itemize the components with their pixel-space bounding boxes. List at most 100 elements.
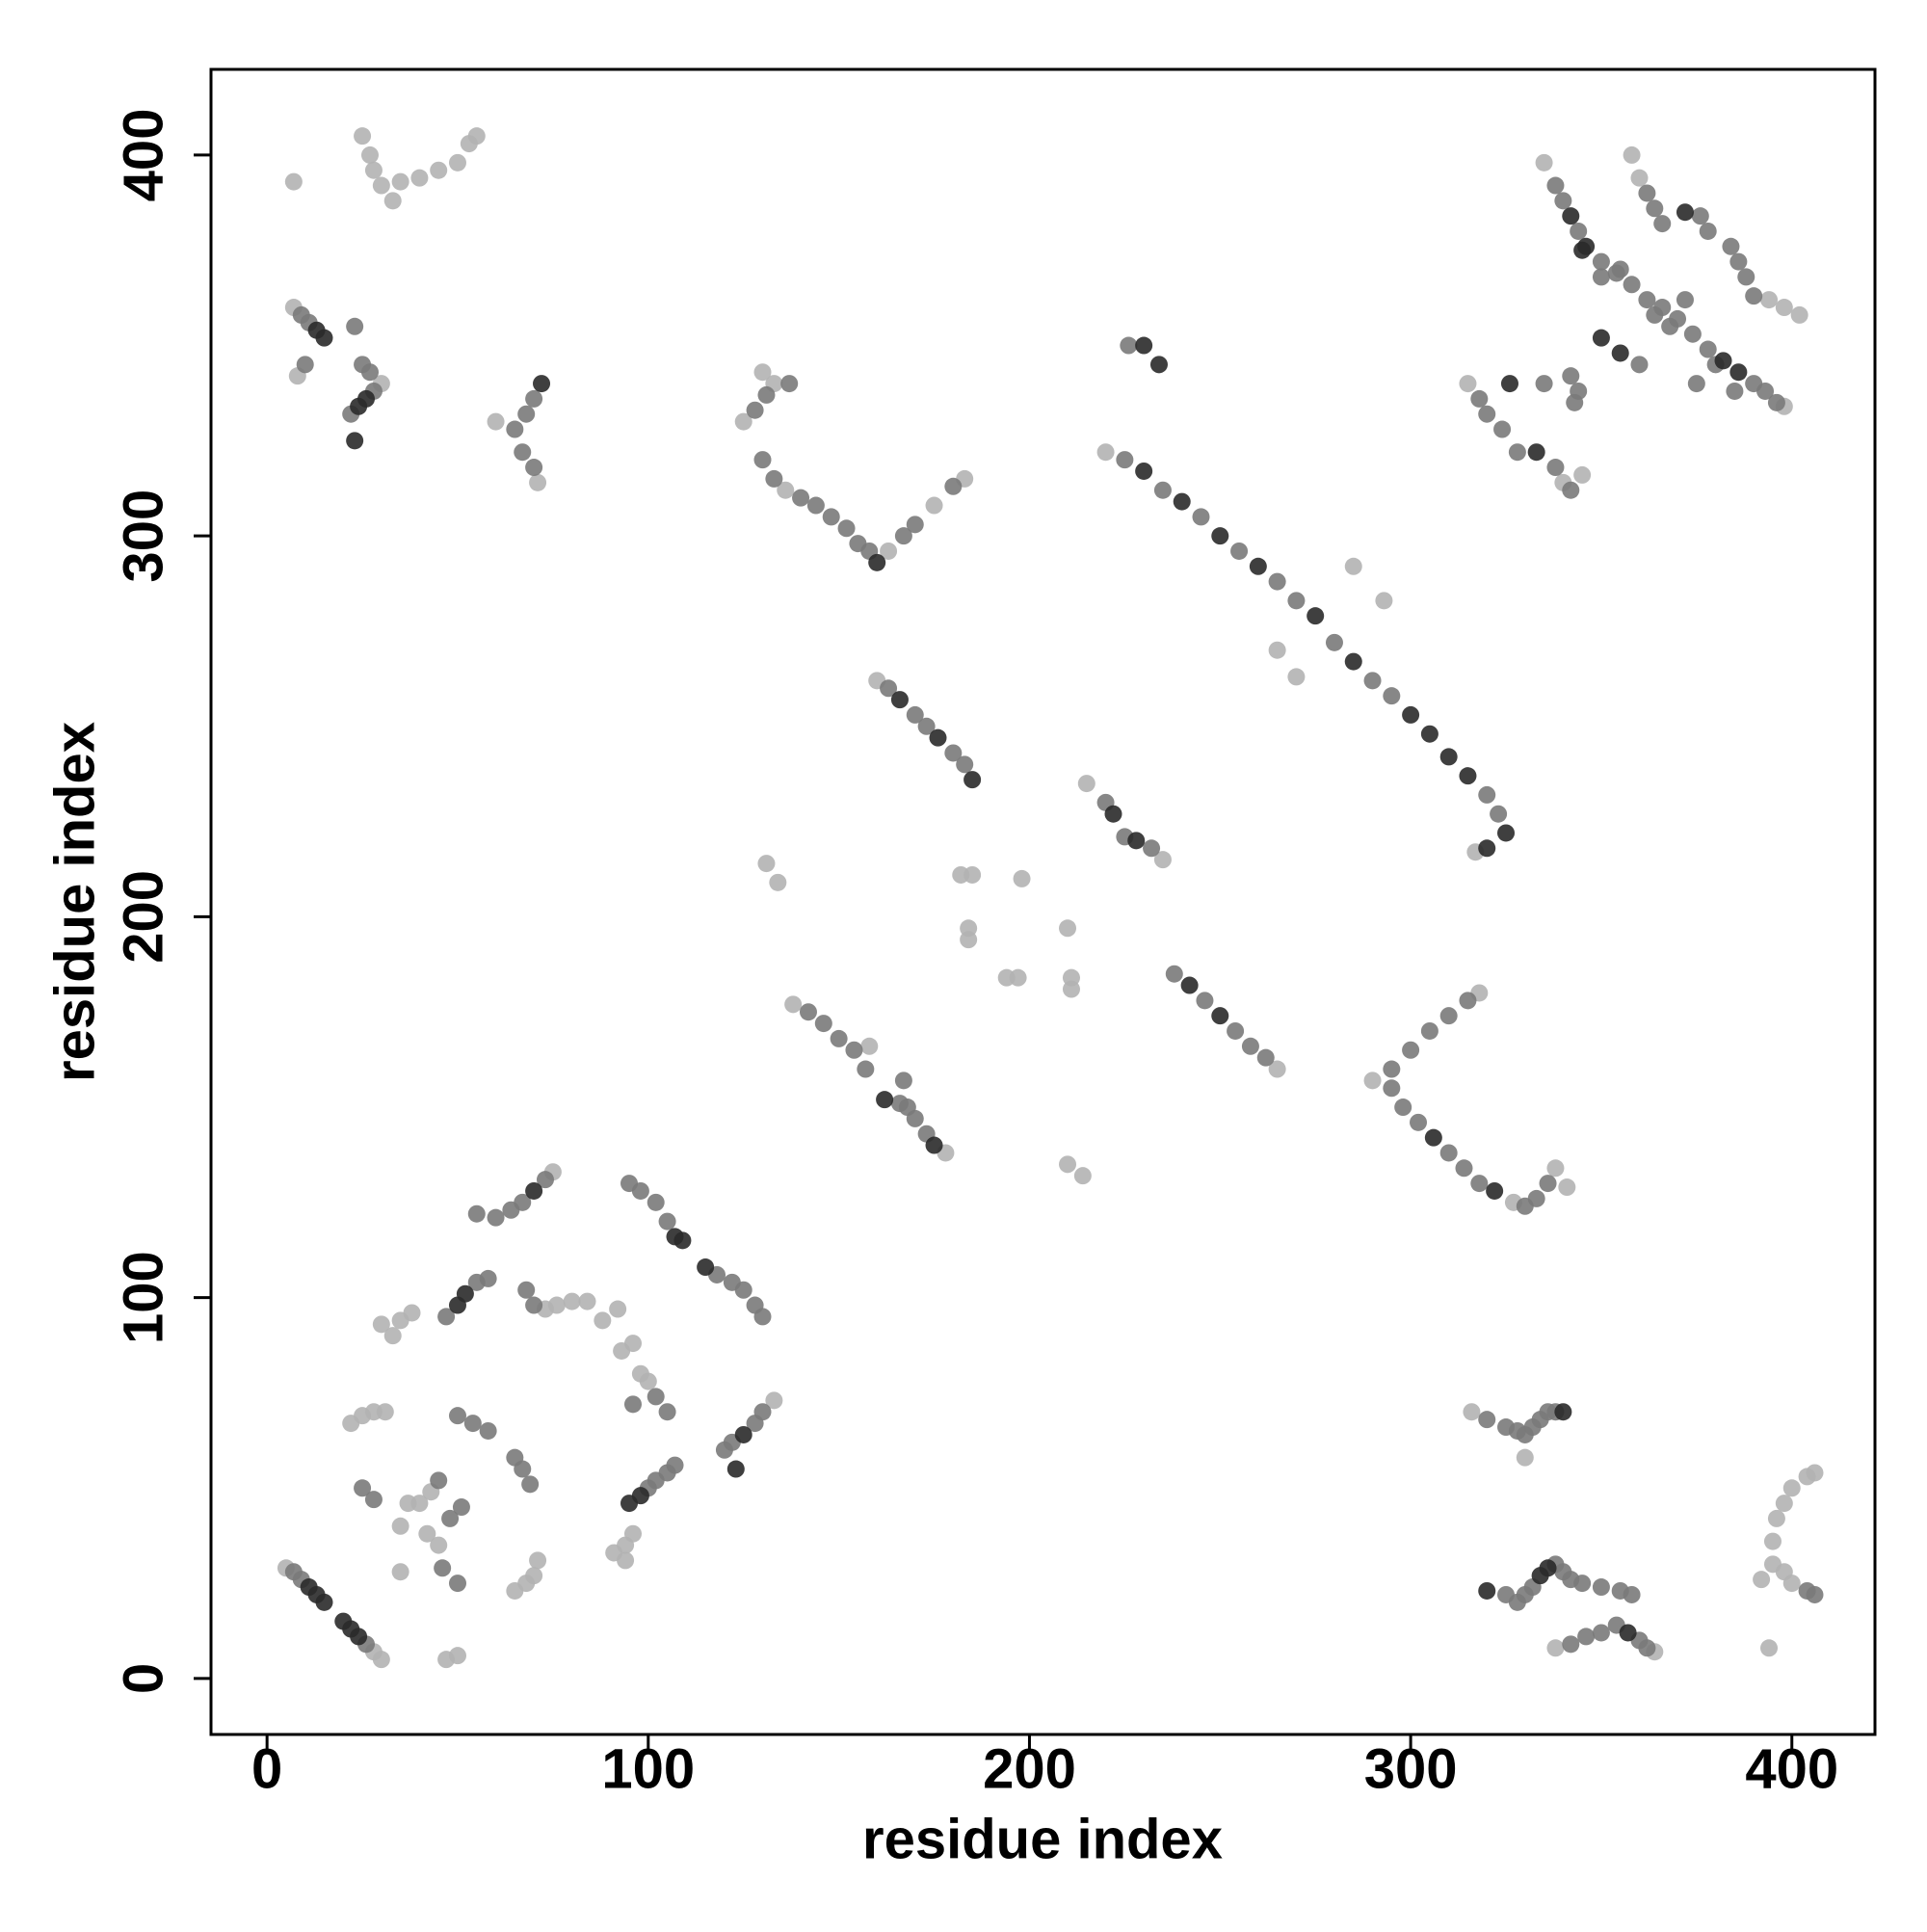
point	[1646, 305, 1664, 324]
point	[1570, 382, 1588, 400]
point	[673, 1231, 692, 1250]
point	[1573, 465, 1592, 484]
point	[430, 1471, 448, 1490]
point	[1508, 443, 1526, 462]
point	[1420, 725, 1439, 743]
point	[350, 1628, 368, 1646]
point	[372, 1651, 390, 1669]
point	[1516, 1448, 1534, 1467]
point	[578, 1292, 596, 1310]
point	[437, 1308, 456, 1326]
point	[1714, 352, 1732, 370]
point	[1459, 375, 1477, 393]
point	[1500, 375, 1518, 393]
point	[1782, 1479, 1801, 1497]
point	[890, 691, 909, 709]
point	[1230, 542, 1249, 560]
point	[799, 1003, 817, 1021]
point	[1256, 1048, 1275, 1067]
point	[1211, 1007, 1229, 1025]
point	[1478, 785, 1496, 804]
point	[360, 146, 379, 164]
point	[1180, 976, 1199, 994]
point	[1546, 176, 1565, 195]
point	[876, 1091, 894, 1109]
point	[441, 1509, 460, 1527]
point	[1760, 1639, 1779, 1657]
point	[296, 356, 314, 374]
point	[1676, 203, 1694, 222]
point	[757, 855, 776, 873]
point	[1424, 1128, 1442, 1147]
point	[1455, 1159, 1473, 1178]
point	[430, 1536, 448, 1554]
point	[487, 412, 505, 431]
point	[964, 865, 982, 884]
point	[1646, 199, 1664, 218]
point	[1104, 805, 1122, 823]
point	[769, 873, 787, 891]
point	[467, 1204, 486, 1223]
point	[666, 1456, 684, 1474]
point	[1691, 207, 1709, 225]
point	[806, 496, 825, 515]
point	[525, 389, 543, 408]
point	[533, 375, 551, 393]
point	[448, 1647, 466, 1665]
point	[617, 1551, 635, 1570]
point	[517, 1281, 536, 1299]
point	[1375, 592, 1393, 610]
point	[1478, 1411, 1496, 1429]
point	[479, 1421, 497, 1440]
point	[1490, 805, 1508, 823]
point	[792, 489, 810, 507]
point	[1539, 1175, 1557, 1193]
point	[346, 317, 364, 335]
point	[372, 1315, 390, 1334]
point	[1135, 336, 1153, 355]
point	[1539, 1559, 1557, 1577]
x-tick-label: 200	[983, 1737, 1076, 1800]
point	[623, 1524, 642, 1543]
point	[354, 127, 372, 146]
point	[1120, 336, 1138, 355]
point	[1753, 1571, 1771, 1589]
point	[753, 451, 772, 469]
point	[860, 1037, 879, 1055]
point	[1562, 481, 1580, 499]
point	[1699, 340, 1717, 358]
point	[1638, 184, 1656, 202]
point	[410, 169, 429, 187]
point	[1325, 633, 1343, 651]
point	[944, 744, 963, 762]
point	[1638, 1639, 1656, 1657]
point	[1570, 222, 1588, 240]
point	[822, 508, 840, 526]
point	[1459, 767, 1477, 785]
point	[1287, 592, 1306, 610]
point	[925, 1136, 943, 1154]
y-tick-label: 300	[112, 490, 174, 583]
point	[746, 401, 764, 419]
point	[1439, 1144, 1458, 1162]
point	[1775, 299, 1793, 317]
point	[1592, 252, 1610, 271]
point	[1478, 839, 1496, 858]
point	[1546, 459, 1565, 477]
point	[1806, 1585, 1824, 1603]
y-tick-label: 200	[112, 870, 174, 964]
point	[1806, 1464, 1824, 1482]
point	[1420, 1021, 1439, 1040]
point	[1527, 443, 1545, 462]
point	[734, 412, 752, 431]
point	[734, 1425, 752, 1443]
point	[1729, 252, 1748, 271]
point	[1611, 260, 1629, 278]
point	[647, 1193, 665, 1211]
point	[894, 527, 912, 545]
point	[1775, 1495, 1793, 1513]
point	[391, 1517, 409, 1535]
point	[880, 542, 898, 560]
point	[410, 1495, 429, 1513]
